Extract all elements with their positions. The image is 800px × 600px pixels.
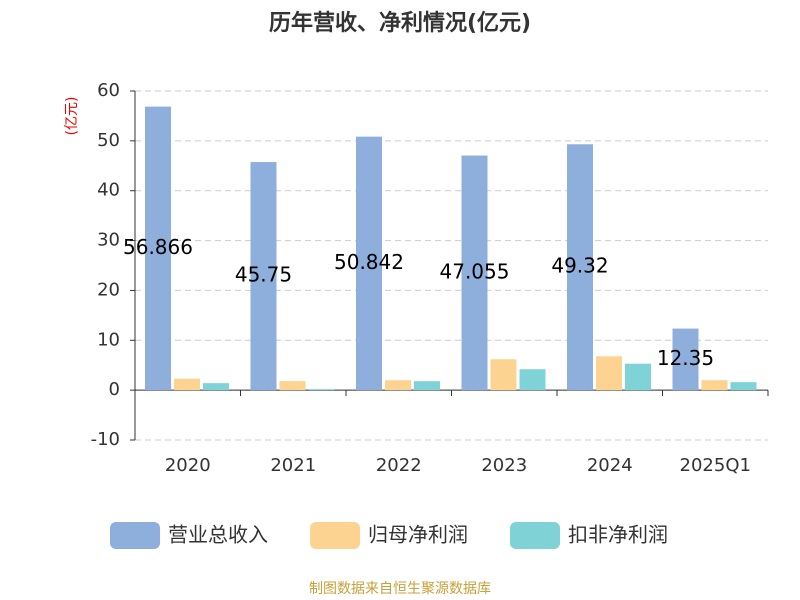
bar [414, 381, 440, 391]
bar [356, 136, 382, 391]
x-tick-label: 2023 [481, 455, 527, 476]
bar [490, 359, 517, 391]
data-label: 12.35 [657, 346, 714, 370]
bar [730, 382, 757, 391]
bar [461, 155, 488, 391]
bar [596, 356, 622, 391]
y-tick-label: -10 [91, 429, 120, 450]
bar [567, 144, 593, 391]
source-note: 制图数据来自恒生聚源数据库 [309, 581, 491, 597]
legend-swatch[interactable] [110, 522, 160, 549]
x-tick-label: 2025Q1 [680, 455, 751, 476]
bar [701, 380, 728, 391]
legend-label[interactable]: 扣非净利润 [568, 523, 668, 547]
legend-swatch[interactable] [510, 522, 560, 549]
data-label: 45.75 [235, 263, 292, 287]
bar [625, 363, 651, 391]
data-label: 47.055 [440, 259, 510, 283]
y-tick-label: 50 [97, 130, 120, 151]
y-tick-label: 60 [97, 80, 120, 101]
bar [519, 369, 546, 391]
y-tick-label: 40 [97, 180, 120, 201]
y-tick-label: 10 [97, 329, 120, 350]
chart-title: 历年营收、净利情况(亿元) [269, 10, 531, 36]
bar [672, 328, 699, 391]
x-tick-label: 2020 [165, 455, 211, 476]
bar [174, 378, 200, 391]
bar [308, 389, 335, 391]
bar [279, 381, 306, 391]
bar [203, 383, 229, 391]
data-label: 56.866 [123, 235, 193, 259]
legend-label[interactable]: 营业总收入 [168, 523, 268, 547]
data-label: 50.842 [334, 250, 404, 274]
bar [385, 380, 411, 391]
y-tick-label: 20 [97, 279, 120, 300]
bar [145, 106, 171, 391]
x-tick-label: 2024 [587, 455, 633, 476]
y-tick-label: 30 [97, 230, 120, 251]
bar [250, 162, 277, 391]
x-tick-label: 2022 [376, 455, 422, 476]
x-tick-label: 2021 [270, 455, 316, 476]
legend-swatch[interactable] [310, 522, 360, 549]
y-axis-label: (亿元) [64, 97, 80, 136]
y-tick-label: 0 [109, 379, 120, 400]
data-label: 49.32 [551, 254, 608, 278]
legend-label[interactable]: 归母净利润 [368, 523, 468, 547]
